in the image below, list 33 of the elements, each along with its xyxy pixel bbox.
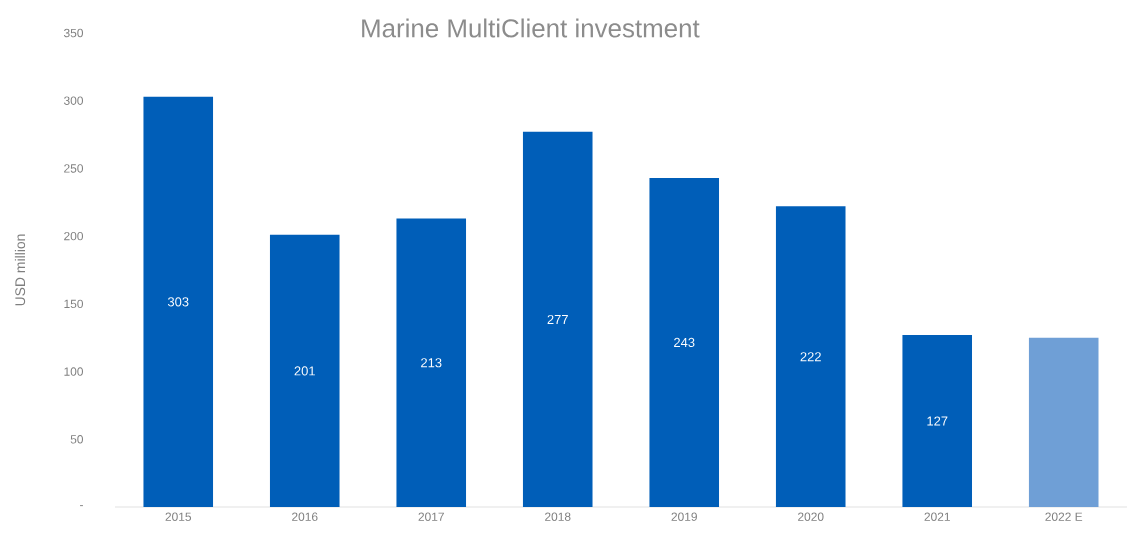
bar bbox=[522, 131, 593, 507]
x-tick-label: 2018 bbox=[545, 512, 571, 521]
y-tick-label: 300 bbox=[63, 96, 84, 105]
data-label: 243 bbox=[674, 337, 695, 348]
x-tick-label: 2020 bbox=[798, 512, 824, 521]
x-tick-label: 2015 bbox=[165, 512, 192, 521]
bar bbox=[1028, 337, 1099, 507]
bar bbox=[775, 206, 846, 507]
data-label: 127 bbox=[927, 416, 948, 426]
x-tick-label: 2016 bbox=[292, 512, 318, 521]
data-label: 277 bbox=[547, 314, 568, 324]
chart-title: Marine MultiClient investment bbox=[362, 18, 700, 38]
y-axis-title: USD million bbox=[14, 234, 26, 306]
y-tick-label: 50 bbox=[70, 435, 84, 444]
y-tick-label: 200 bbox=[64, 231, 84, 241]
x-tick-label: 2019 bbox=[671, 512, 697, 521]
data-label: 201 bbox=[294, 366, 315, 376]
y-tick-label: 350 bbox=[63, 28, 84, 38]
bar bbox=[143, 96, 214, 507]
y-tick-label: 100 bbox=[64, 367, 84, 376]
bar bbox=[396, 218, 467, 507]
data-label: 303 bbox=[167, 297, 189, 307]
data-label: 222 bbox=[800, 352, 821, 362]
x-tick-label: 2022 E bbox=[1045, 512, 1083, 521]
bar bbox=[902, 335, 973, 507]
x-tick-label: 2017 bbox=[418, 512, 444, 521]
bar bbox=[649, 177, 720, 507]
bar bbox=[269, 234, 340, 507]
y-tick-label: - bbox=[80, 505, 83, 507]
x-tick-label: 2021 bbox=[924, 512, 950, 521]
data-label: 213 bbox=[421, 358, 442, 368]
y-tick-label: 150 bbox=[64, 299, 84, 309]
y-tick-label: 250 bbox=[64, 164, 84, 173]
